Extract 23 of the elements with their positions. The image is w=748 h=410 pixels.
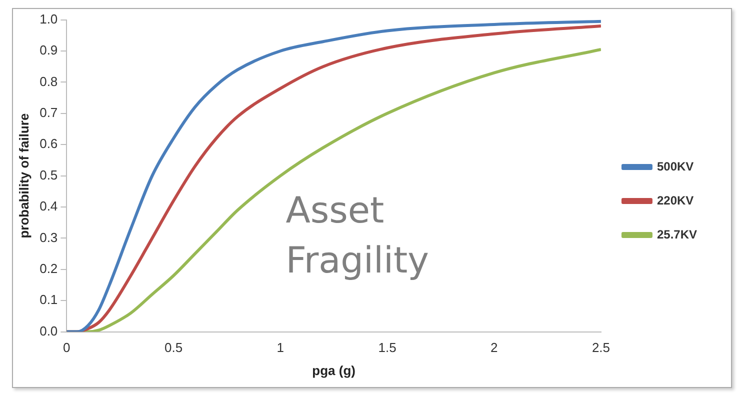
- y-tick-label: 0.8: [40, 74, 58, 89]
- x-tick-label: 1: [276, 340, 284, 356]
- y-tick-label: 0.3: [40, 230, 58, 245]
- legend-label: 220KV: [656, 193, 694, 208]
- y-tick-label: 0.7: [40, 104, 58, 120]
- y-tick-label: 0.5: [40, 167, 58, 182]
- annotation: Asset Fragility: [286, 190, 429, 282]
- x-axis-title: pga (g): [312, 362, 356, 378]
- y-tick-label: 0.1: [40, 292, 58, 308]
- y-axis-title: probability of failure: [16, 113, 32, 238]
- x-tick-label: 0.5: [164, 340, 183, 356]
- y-tick-label: 0.0: [40, 323, 58, 338]
- y-tick-label: 0.9: [40, 42, 58, 58]
- y-tick-label: 0.2: [40, 260, 58, 276]
- y-tick-label: 1.0: [40, 11, 58, 26]
- x-tick-label: 2.5: [592, 340, 610, 356]
- y-tick-label: 0.6: [40, 136, 58, 152]
- x-tick-label: 1.5: [378, 340, 396, 356]
- legend-label: 25.7KV: [656, 227, 698, 242]
- legend-label: 500KV: [656, 159, 694, 174]
- x-tick-label: 2: [490, 340, 498, 356]
- x-tick-label: 0: [63, 340, 70, 356]
- y-tick-label: 0.4: [40, 198, 58, 214]
